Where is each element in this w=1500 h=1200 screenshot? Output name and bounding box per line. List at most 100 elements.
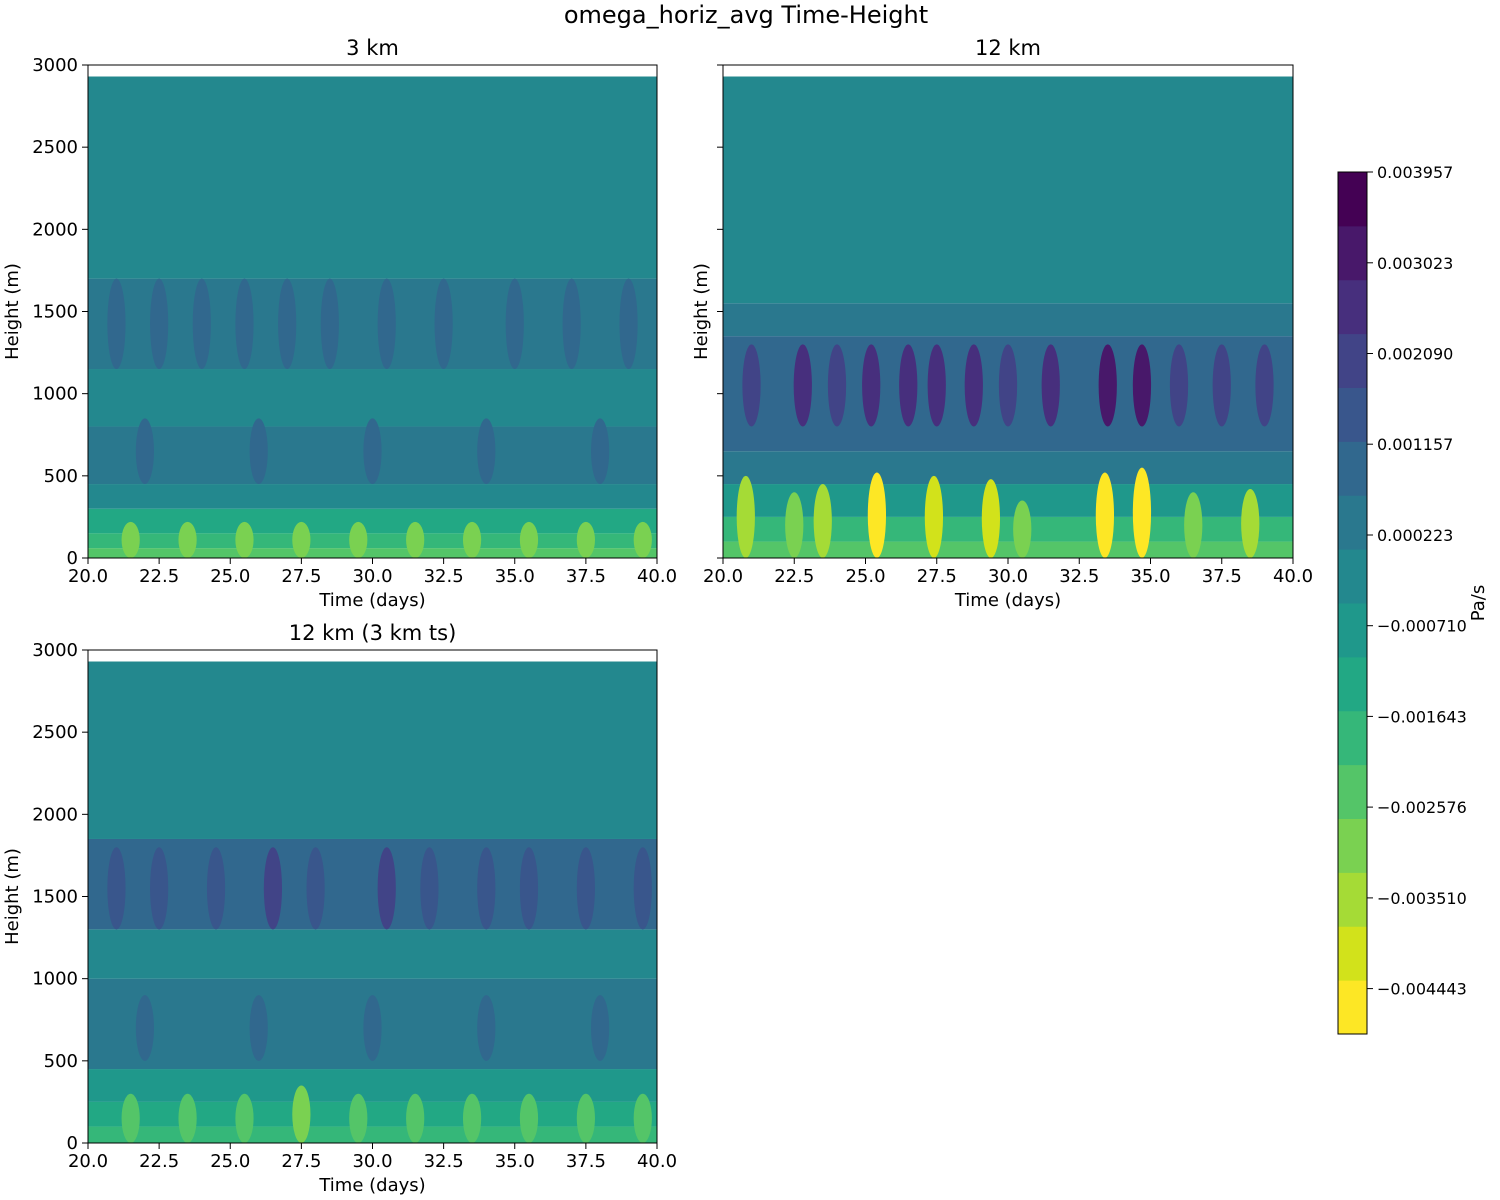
contour-band: [88, 548, 657, 558]
colorbar-segment: [1338, 441, 1367, 496]
y-axis-label: Height (m): [2, 263, 23, 360]
x-tick-label: 25.0: [845, 566, 885, 587]
contour-cell: [862, 344, 881, 427]
contour-cell: [363, 418, 382, 485]
contour-cell: [320, 278, 339, 370]
colorbar-tick-label: 0.003957: [1377, 163, 1453, 182]
contour-band: [88, 838, 657, 930]
contour-cell: [742, 344, 761, 427]
x-tick-label: 40.0: [1273, 566, 1313, 587]
contour-cell: [477, 418, 496, 485]
contour-cell: [135, 995, 155, 1061]
x-tick-label: 32.5: [424, 1151, 464, 1172]
contour-band: [723, 76, 1293, 304]
contour-cell: [519, 847, 539, 930]
colorbar-tick-label: 0.003023: [1377, 254, 1453, 273]
colorbar-label: Pa/s: [1468, 585, 1489, 622]
contour-cell: [1132, 467, 1152, 558]
x-tick-label: 27.5: [281, 1151, 321, 1172]
contour-cell: [477, 995, 496, 1061]
contour-cell: [462, 1093, 482, 1143]
contour-cell: [562, 278, 581, 370]
contour-cell: [619, 278, 638, 370]
contour-cell: [924, 475, 944, 558]
y-tick-label: 2000: [32, 219, 78, 240]
contour-cell: [462, 521, 482, 558]
contour-cell: [1255, 344, 1274, 427]
contour-cell: [867, 472, 887, 558]
contour-band: [88, 929, 657, 979]
colorbar-tick-label: −0.000710: [1377, 617, 1467, 636]
contour-band: [88, 508, 657, 534]
panel-1: 20.0 22.5 25.0 27.5 30.0 32.5 35.0 37.5 40.0 0 500…: [2, 36, 677, 611]
contour-cell: [420, 847, 439, 930]
contour-cell: [998, 344, 1018, 427]
colorbar-tick-label: −0.003510: [1377, 889, 1467, 908]
x-tick-label: 32.5: [1059, 566, 1099, 587]
y-tick-label: 2500: [32, 137, 78, 158]
colorbar-segment: [1338, 818, 1367, 873]
x-axis-label: Time (days): [318, 1175, 425, 1196]
y-tick-label: 2000: [32, 804, 78, 825]
x-tick-label: 27.5: [917, 566, 957, 587]
y-tick-label: 500: [44, 1051, 78, 1072]
contour-cell: [349, 1093, 368, 1143]
colorbar-tick-label: −0.002576: [1377, 798, 1467, 817]
contour-cell: [178, 521, 197, 558]
contour-cell: [263, 847, 283, 930]
contour-cell: [306, 847, 325, 930]
colorbar-segment: [1338, 549, 1367, 604]
contour-cell: [192, 278, 211, 370]
contour-cell: [406, 521, 425, 558]
x-tick-label: 22.5: [139, 1151, 179, 1172]
contour-cell: [477, 847, 496, 930]
contour-band: [723, 451, 1293, 485]
colorbar: 0.003957 0.003023 0.002090 0.001157 0.000223…: [1337, 163, 1489, 1035]
x-tick-label: 40.0: [637, 566, 677, 587]
contour-cell: [1184, 492, 1203, 558]
contour-cell: [107, 278, 126, 370]
x-tick-label: 30.0: [988, 566, 1028, 587]
x-tick-label: 37.5: [566, 1151, 606, 1172]
contour-cell: [633, 1093, 652, 1143]
x-tick-label: 22.5: [774, 566, 814, 587]
contour-band: [88, 484, 657, 509]
contour-band: [88, 1126, 657, 1143]
contour-field: [723, 76, 1293, 558]
colorbar-segment: [1338, 764, 1367, 819]
colorbar-segment: [1338, 333, 1367, 388]
no-data-region: [723, 65, 1293, 77]
contour-cell: [899, 344, 918, 427]
panel-title: 12 km: [975, 36, 1041, 60]
contour-cell: [377, 278, 396, 370]
contour-cell: [736, 475, 755, 558]
contour-cell: [793, 344, 812, 427]
contour-cell: [576, 521, 595, 558]
contour-cell: [1013, 500, 1032, 558]
contour-cell: [590, 418, 610, 485]
colorbar-segment: [1338, 656, 1367, 712]
contour-cell: [813, 484, 832, 558]
contour-cell: [927, 344, 946, 427]
contour-cell: [235, 278, 254, 370]
contour-cell: [178, 1093, 197, 1143]
x-tick-label: 37.5: [1202, 566, 1242, 587]
contour-band: [723, 303, 1293, 337]
contour-cell: [590, 995, 610, 1061]
contour-cell: [576, 847, 595, 930]
y-tick-label: 2500: [32, 722, 78, 743]
contour-cell: [292, 1085, 311, 1143]
x-tick-label: 40.0: [637, 1151, 677, 1172]
contour-cell: [249, 995, 268, 1061]
x-tick-label: 25.0: [210, 566, 250, 587]
colorbar-segment: [1338, 225, 1367, 281]
x-tick-label: 20.0: [68, 566, 108, 587]
contour-band: [88, 76, 657, 279]
colorbar-segment: [1338, 872, 1367, 927]
contour-band: [88, 278, 657, 370]
colorbar-segment: [1338, 172, 1367, 227]
contour-cell: [235, 1093, 254, 1143]
contour-cell: [519, 1093, 539, 1143]
colorbar-segment: [1338, 495, 1367, 550]
